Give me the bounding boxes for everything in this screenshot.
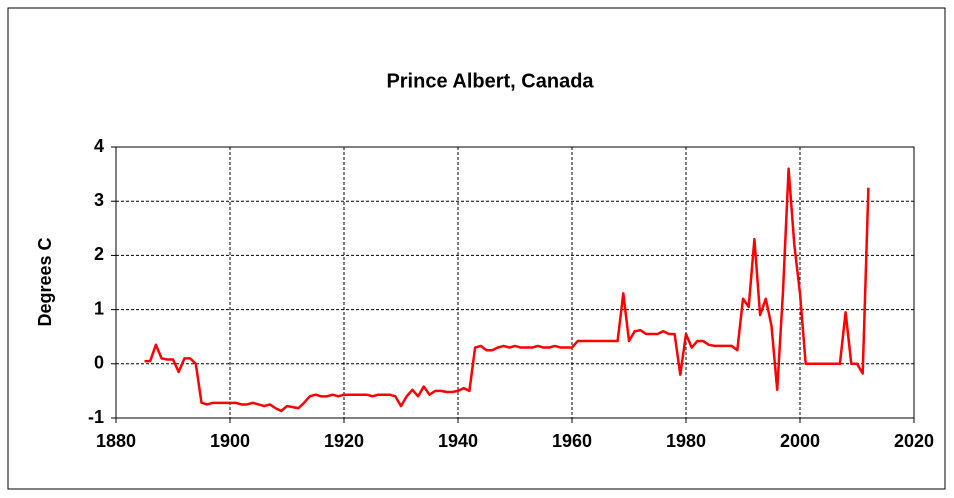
y-tick-label: 2 [94,244,104,264]
chart-title: Prince Albert, Canada [386,70,594,92]
frame [7,7,946,490]
y-tick-label: -1 [88,407,104,427]
x-tick-label: 2000 [780,431,820,451]
y-tick-label: 4 [94,136,104,156]
y-tick-label: 1 [94,298,104,318]
x-tick-label: 1980 [666,431,706,451]
x-tick-label: 2020 [894,431,934,451]
x-tick-label: 1920 [324,431,364,451]
x-tick-label: 1940 [438,431,478,451]
y-tick-label: 0 [94,353,104,373]
y-tick-label: 3 [94,190,104,210]
data-line [144,167,870,413]
x-tick-label: 1960 [552,431,592,451]
x-tick-label: 1880 [96,431,136,451]
x-tick-label: 1900 [210,431,250,451]
plot-area [115,146,915,419]
y-axis-label: Degrees C [35,237,55,326]
